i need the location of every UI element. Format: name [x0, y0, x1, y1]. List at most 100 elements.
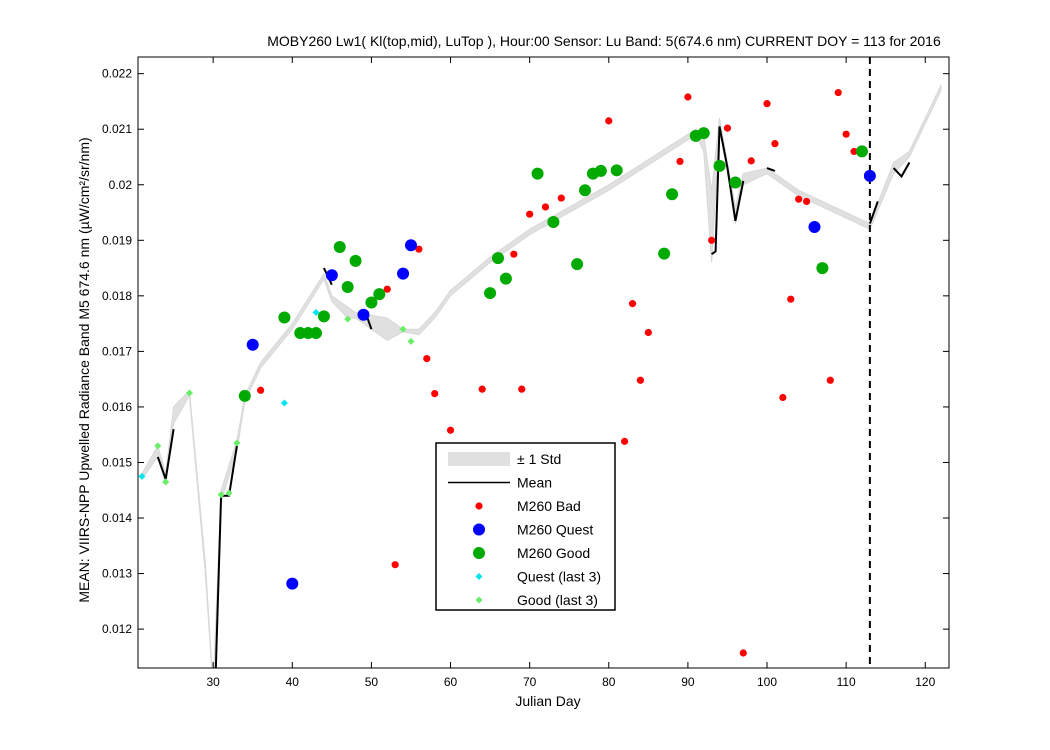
bad-point: [779, 393, 787, 402]
good-last3-point: [233, 439, 241, 447]
y-axis-label: MEAN: VIIRS-NPP Upwelled Radiance Band M…: [76, 137, 92, 602]
good-point: [333, 240, 346, 253]
quest-last3-point: [312, 309, 320, 317]
x-tick-label: 120: [915, 675, 935, 689]
bad-point: [605, 117, 613, 125]
y-tick-label: 0.019: [102, 233, 132, 247]
legend-quest-swatch: [473, 523, 485, 536]
x-tick-label: 90: [681, 675, 695, 689]
good-point: [816, 262, 829, 275]
axes: [137, 56, 950, 669]
y-tick-label: 0.013: [102, 567, 132, 581]
good-point: [579, 184, 592, 197]
good-point: [484, 287, 497, 300]
bad-point: [795, 195, 803, 203]
bad-point: [676, 157, 684, 166]
points-layer: [138, 88, 876, 657]
x-tick-label: 40: [286, 675, 300, 689]
legend-std-swatch: [448, 452, 510, 466]
bad-point: [621, 437, 629, 445]
good-point: [531, 167, 544, 180]
bad-point: [842, 130, 850, 138]
x-tick-label: 100: [757, 675, 777, 689]
good-point: [492, 252, 505, 265]
mean-line: [766, 167, 776, 172]
std-band: [141, 84, 942, 668]
quest-point: [325, 269, 338, 282]
x-axis-label: Julian Day: [515, 693, 580, 709]
legend-quest-last3-swatch: [475, 573, 483, 580]
legend-good-last3-swatch: [475, 596, 483, 604]
legend-label: M260 Good: [517, 545, 590, 561]
bad-point: [423, 355, 431, 363]
bad-point: [557, 194, 565, 202]
legend-label: Quest (last 3): [517, 569, 601, 585]
y-tick-label: 0.014: [102, 511, 132, 525]
quest-point: [397, 267, 410, 280]
good-point: [373, 288, 386, 301]
good-point: [729, 176, 742, 189]
good-last3-point: [154, 442, 162, 450]
y-tick-label: 0.015: [102, 455, 132, 469]
y-tick-label: 0.021: [102, 122, 132, 136]
bad-point: [446, 426, 455, 434]
bad-point: [763, 100, 771, 108]
x-tick-label: 110: [837, 675, 856, 689]
tick-layer: 30 40 50 60 70 80 90 100 110 120 0.012 0.013 0.014 0.…: [102, 57, 949, 689]
bad-point: [787, 295, 795, 303]
y-tick-label: 0.017: [102, 344, 132, 358]
quest-last3-point: [138, 472, 146, 480]
x-tick-label: 50: [365, 675, 379, 689]
bad-point: [684, 93, 692, 101]
x-tick-label: 70: [523, 675, 537, 689]
bad-point: [747, 157, 755, 165]
good-last3-point: [217, 491, 225, 499]
bad-point: [257, 386, 265, 394]
good-point: [666, 188, 679, 201]
bad-point: [636, 376, 645, 384]
bad-point: [391, 561, 399, 569]
good-point: [594, 164, 607, 177]
good-point: [341, 280, 354, 293]
bad-point: [415, 245, 423, 253]
legend-label: Mean: [517, 475, 552, 491]
quest-point: [286, 577, 299, 590]
mean-line: [711, 126, 745, 256]
good-last3-point: [225, 489, 233, 497]
good-point: [547, 215, 560, 228]
good-last3-point: [185, 389, 193, 397]
y-tick-label: 0.016: [102, 400, 132, 414]
good-point: [855, 145, 868, 158]
bad-point: [510, 250, 518, 258]
bad-point: [628, 300, 637, 308]
bad-point: [478, 385, 486, 393]
mean-line-layer: [156, 126, 911, 668]
bad-point: [739, 649, 747, 657]
x-tick-label: 60: [444, 675, 458, 689]
bad-point: [802, 197, 811, 206]
x-tick-label: 80: [602, 675, 616, 689]
good-point: [610, 164, 623, 177]
good-last3-point: [407, 337, 415, 345]
x-tick-label: 30: [206, 675, 220, 689]
legend-label: M260 Bad: [517, 498, 581, 514]
legend-label: Good (last 3): [517, 592, 598, 608]
good-point: [365, 296, 378, 309]
bad-point: [834, 88, 842, 97]
good-point: [658, 247, 671, 260]
bad-point: [526, 210, 534, 218]
good-last3-point: [162, 478, 170, 486]
mean-line: [214, 445, 238, 668]
bad-point: [644, 328, 652, 337]
quest-last3-point: [280, 399, 288, 407]
good-point: [713, 159, 726, 172]
legend-label: ± 1 Std: [517, 451, 561, 467]
bad-point: [826, 376, 834, 384]
bad-point: [708, 236, 716, 244]
bad-point: [723, 124, 732, 132]
bad-point: [383, 285, 391, 293]
good-point: [349, 254, 362, 267]
legend-label: M260 Quest: [517, 522, 593, 538]
quest-point: [357, 308, 370, 321]
